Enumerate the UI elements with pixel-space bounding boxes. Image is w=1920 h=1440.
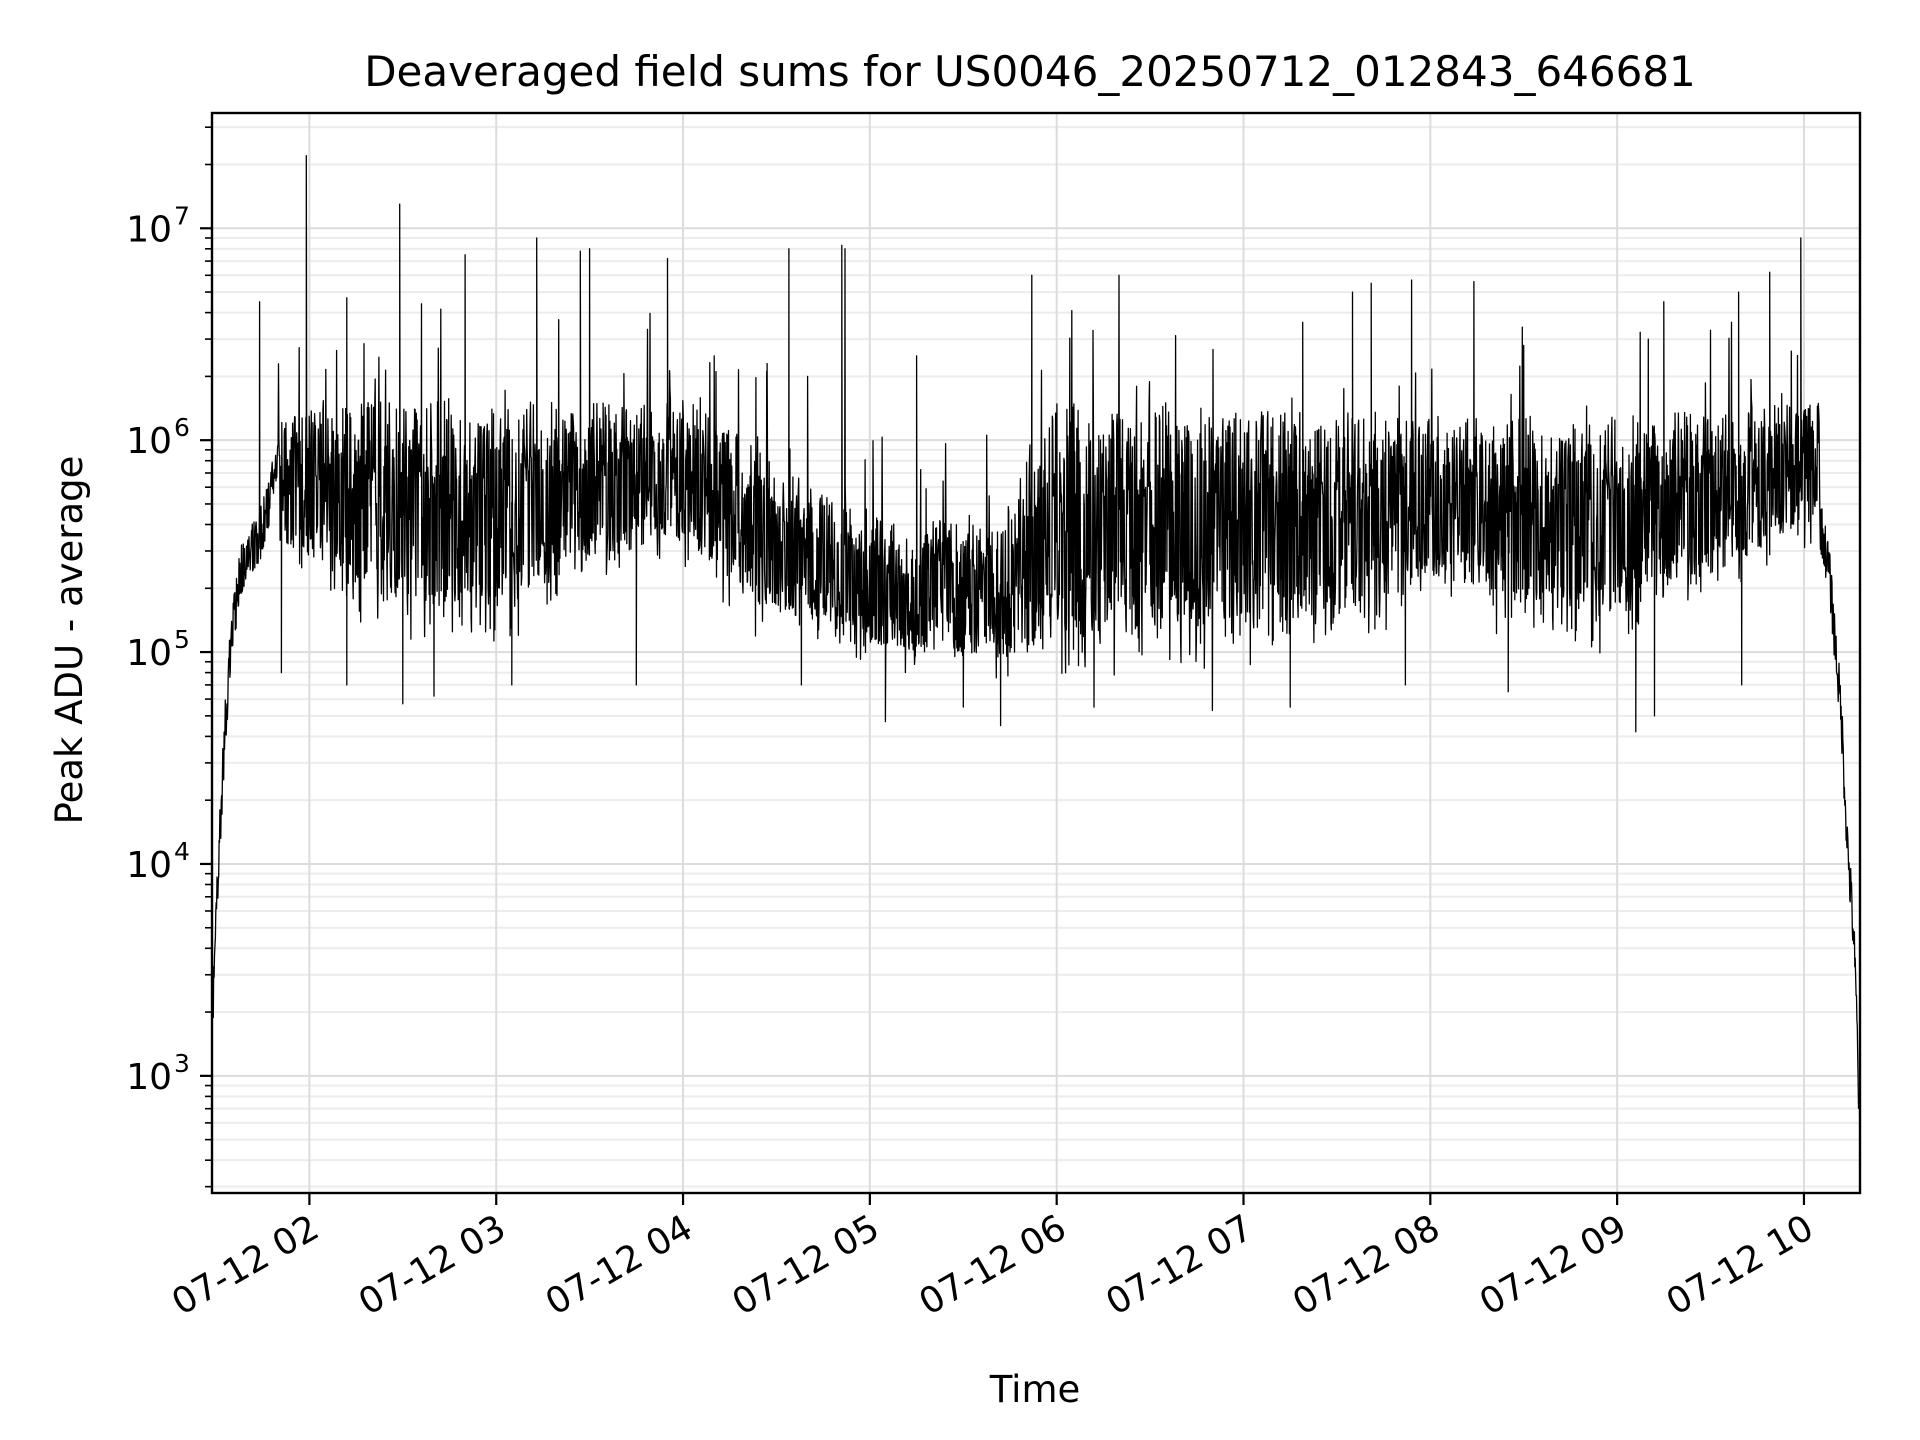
y-tick-label-exponent: 7 bbox=[174, 201, 190, 230]
y-tick-label-exponent: 4 bbox=[174, 837, 190, 866]
y-tick-label-exponent: 3 bbox=[174, 1049, 190, 1078]
y-tick-label: 10 bbox=[126, 421, 172, 462]
series-layer bbox=[212, 155, 1860, 1132]
grid bbox=[212, 113, 1860, 1193]
y-tick-label: 10 bbox=[126, 1057, 172, 1098]
y-tick-label: 10 bbox=[126, 845, 172, 886]
chart-title: Deaveraged field sums for US0046_2025071… bbox=[364, 47, 1696, 96]
y-tick-label: 10 bbox=[126, 633, 172, 674]
y-axis-label: Peak ADU - average bbox=[48, 456, 91, 825]
x-axis-label: Time bbox=[989, 1368, 1081, 1411]
series-line bbox=[212, 155, 1860, 1132]
y-tick-label: 10 bbox=[126, 209, 172, 250]
y-tick-label-exponent: 5 bbox=[174, 625, 190, 654]
y-tick-label-exponent: 6 bbox=[174, 413, 190, 442]
